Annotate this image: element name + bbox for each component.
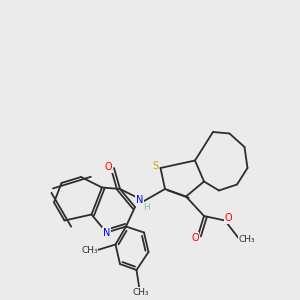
Text: N: N — [103, 227, 110, 238]
Text: O: O — [191, 233, 199, 243]
Text: O: O — [225, 213, 232, 223]
Text: O: O — [105, 162, 112, 172]
Text: N: N — [136, 195, 143, 206]
Text: H: H — [144, 202, 150, 211]
Text: CH₃: CH₃ — [238, 236, 255, 244]
Text: CH₃: CH₃ — [81, 246, 98, 255]
Text: CH₃: CH₃ — [133, 288, 149, 297]
Text: S: S — [152, 160, 158, 171]
